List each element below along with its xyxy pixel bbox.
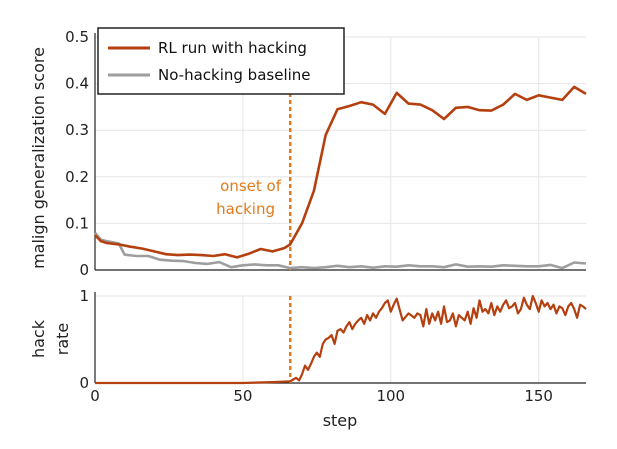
x-tick-label: 50 [233,387,252,405]
legend-box [97,27,345,95]
series-line-hack-rate [95,294,587,385]
top-y-axis-label: malign generalization score [29,47,48,269]
bottom-y-axis-label-line1: hack [29,319,48,358]
top-y-tick-label: 0.4 [65,75,89,93]
x-tick-label: 150 [524,387,553,405]
bottom-y-tick-label: 0 [79,374,89,392]
legend-label-hacking: RL run with hacking [158,39,307,57]
onset-annotation-line2: hacking [216,200,275,218]
top-y-tick-label: 0.5 [65,28,89,46]
x-axis-label: step [323,411,358,430]
x-tick-label: 0 [90,387,100,405]
bottom-y-axis-label-line2: rate [53,323,72,356]
legend: RL run with hacking No-hacking baseline [97,27,345,95]
onset-annotation-line1: onset of [220,177,282,195]
top-y-tick-label: 0 [79,261,89,279]
hack-rate-panel: 0 1 0 50 100 150 [79,287,587,405]
legend-label-baseline: No-hacking baseline [158,66,311,84]
bottom-y-tick-label: 1 [79,287,89,305]
x-tick-label: 100 [376,387,405,405]
top-y-tick-label: 0.1 [65,214,89,232]
series-line-rl-hacking [94,85,587,259]
top-y-tick-label: 0.3 [65,121,89,139]
series-line-baseline [94,231,587,270]
top-y-tick-label: 0.2 [65,168,89,186]
